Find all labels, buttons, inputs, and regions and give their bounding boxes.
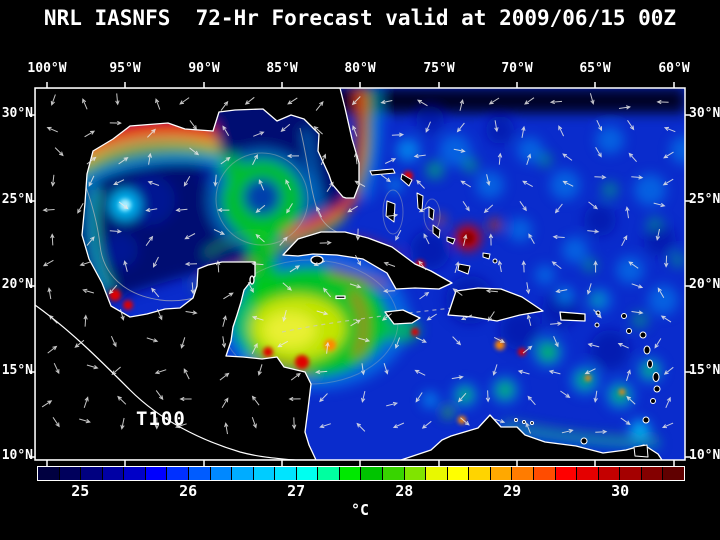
colorbar bbox=[37, 466, 685, 481]
colorbar-cell bbox=[145, 467, 168, 480]
page-title: NRL IASNFS 72-Hr Forecast valid at 2009/… bbox=[43, 6, 677, 30]
lon-tick-label: 90°W bbox=[188, 61, 220, 76]
colorbar-cell bbox=[59, 467, 82, 480]
colorbar-tick-label: 28 bbox=[395, 482, 414, 500]
colorbar-unit-label: °C bbox=[350, 501, 370, 519]
colorbar-tick-label: 27 bbox=[287, 482, 306, 500]
colorbar-cell bbox=[577, 467, 599, 480]
colorbar-cell bbox=[447, 467, 470, 480]
colorbar-cell bbox=[598, 467, 621, 480]
colorbar-cell bbox=[232, 467, 254, 480]
island-puerto-rico bbox=[559, 311, 586, 322]
lon-tick-label: 65°W bbox=[579, 61, 611, 76]
colorbar-cell bbox=[38, 467, 60, 480]
axis-ticks bbox=[29, 82, 691, 466]
colorbar-cell bbox=[339, 467, 362, 480]
island-grand-cayman bbox=[335, 295, 346, 300]
colorbar-cell bbox=[253, 467, 276, 480]
colorbar-cell bbox=[167, 467, 189, 480]
colorbar-tick-label: 25 bbox=[71, 482, 90, 500]
colorbar-cell bbox=[318, 467, 340, 480]
colorbar-cell bbox=[188, 467, 211, 480]
colorbar-cell bbox=[663, 467, 684, 480]
lat-tick-label-left: 20°N bbox=[1, 277, 33, 292]
colorbar-cell bbox=[641, 467, 664, 480]
colorbar-cell bbox=[404, 467, 427, 480]
current-vector-arrows bbox=[41, 93, 676, 435]
lon-tick-label: 60°W bbox=[658, 61, 690, 76]
colorbar-cell bbox=[490, 467, 513, 480]
colorbar-cell bbox=[555, 467, 578, 480]
lat-tick-label-right: 15°N bbox=[689, 363, 720, 378]
pacific-coastline bbox=[35, 304, 301, 460]
colorbar-cell bbox=[361, 467, 383, 480]
colorbar-cell bbox=[512, 467, 534, 480]
colorbar-cell bbox=[426, 467, 448, 480]
temperature-field bbox=[35, 88, 685, 447]
colorbar-cell bbox=[102, 467, 125, 480]
lat-tick-label-left: 25°N bbox=[1, 192, 33, 207]
colorbar-tick-label: 29 bbox=[503, 482, 522, 500]
field-variable-label: T100 bbox=[136, 408, 186, 430]
colorbar-cell bbox=[81, 467, 103, 480]
colorbar-labels: 25 26 27 28 29 30 bbox=[37, 482, 685, 500]
colorbar-cell bbox=[210, 467, 233, 480]
islands-bahamas bbox=[369, 168, 498, 275]
lat-tick-label-left: 10°N bbox=[1, 448, 33, 463]
lon-tick-label: 85°W bbox=[266, 61, 298, 76]
colorbar-cell bbox=[296, 467, 319, 480]
lat-tick-label-left: 15°N bbox=[1, 363, 33, 378]
island-cuba bbox=[282, 231, 453, 290]
land-layer bbox=[35, 88, 663, 460]
lat-tick-label-right: 20°N bbox=[689, 277, 720, 292]
lat-tick-label-right: 25°N bbox=[689, 192, 720, 207]
colorbar-tick-label: 26 bbox=[179, 482, 198, 500]
lon-tick-label: 80°W bbox=[344, 61, 376, 76]
island-cozumel bbox=[249, 275, 255, 285]
lon-tick-label: 95°W bbox=[109, 61, 141, 76]
colorbar-cell bbox=[533, 467, 556, 480]
colorbar-cell bbox=[383, 467, 405, 480]
colorbar-cell bbox=[124, 467, 146, 480]
lon-tick-label: 100°W bbox=[27, 61, 67, 76]
colorbar-tick-label: 30 bbox=[611, 482, 630, 500]
colorbar-cell bbox=[620, 467, 642, 480]
lon-tick-label: 75°W bbox=[423, 61, 455, 76]
island-jamaica bbox=[384, 309, 421, 325]
lat-tick-label-right: 30°N bbox=[689, 106, 720, 121]
lat-tick-label-left: 30°N bbox=[1, 106, 33, 121]
island-hispaniola bbox=[447, 287, 544, 322]
islands-lesser-antilles bbox=[514, 310, 661, 458]
colorbar-cell bbox=[275, 467, 297, 480]
landmass-south-america bbox=[400, 414, 663, 460]
lon-tick-label: 70°W bbox=[501, 61, 533, 76]
lat-tick-label-right: 10°N bbox=[689, 448, 720, 463]
landmass-north-central-america bbox=[35, 88, 360, 460]
colorbar-cell bbox=[469, 467, 491, 480]
